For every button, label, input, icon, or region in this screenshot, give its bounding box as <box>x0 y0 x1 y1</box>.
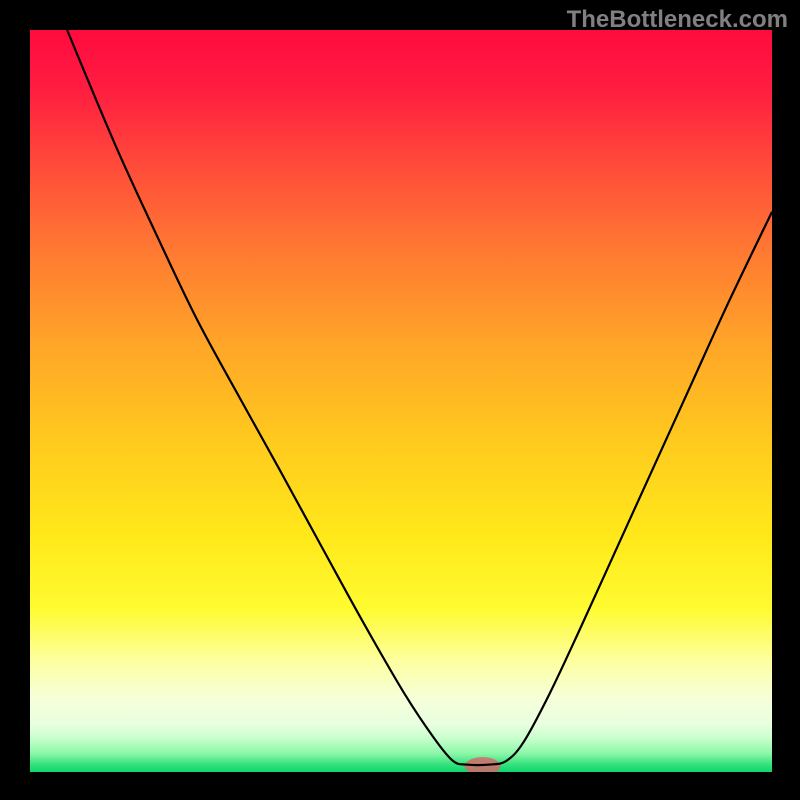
heatmap-gradient-background <box>30 30 772 772</box>
bottleneck-chart <box>30 30 772 772</box>
watermark-text: TheBottleneck.com <box>567 6 788 34</box>
